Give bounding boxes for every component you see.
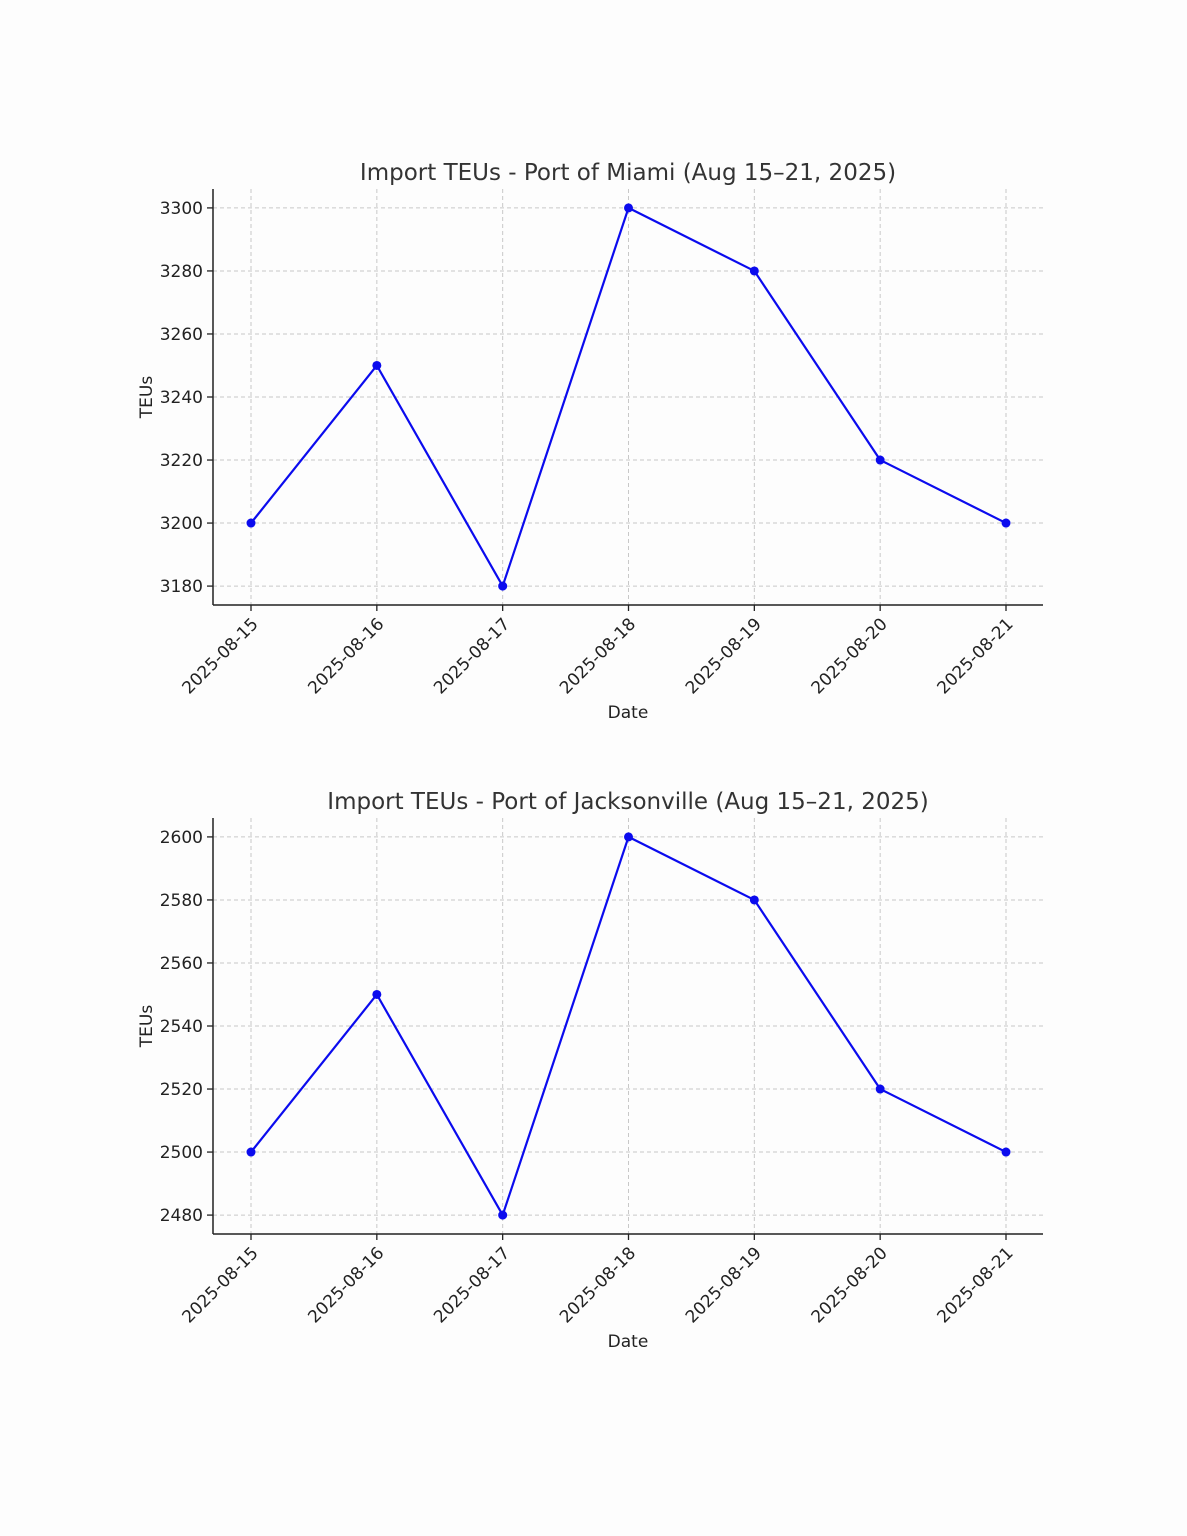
y-tick-label: 2540 xyxy=(160,1017,203,1037)
jacksonville-chart: 2480 2500 2520 2540 2560 2580 2600 2025-08-15 20… xyxy=(137,789,1043,1352)
data-point xyxy=(246,518,256,528)
x-tick-label: 2025-08-15 xyxy=(179,614,263,698)
y-tick-label: 2520 xyxy=(160,1080,203,1100)
y-tick-label: 2480 xyxy=(160,1206,203,1226)
data-point xyxy=(875,455,885,465)
data-point xyxy=(875,1084,885,1094)
x-tick-label: 2025-08-17 xyxy=(430,614,514,698)
x-tick-label: 2025-08-19 xyxy=(682,614,766,698)
y-tick-label: 3300 xyxy=(160,199,203,219)
y-tick-label: 3240 xyxy=(160,388,203,408)
x-tick-label: 2025-08-15 xyxy=(179,1243,263,1327)
data-point xyxy=(624,203,633,213)
y-tick-label: 3180 xyxy=(160,577,203,597)
x-tick-label: 2025-08-20 xyxy=(808,1243,892,1327)
x-tick-label: 2025-08-20 xyxy=(808,614,892,698)
y-axis-label: TEUs xyxy=(137,1005,157,1049)
x-tick-label: 2025-08-16 xyxy=(304,1243,388,1327)
data-point xyxy=(1001,1147,1011,1157)
chart-title: Import TEUs - Port of Jacksonville (Aug … xyxy=(327,789,928,815)
y-tick-label: 2500 xyxy=(160,1143,203,1163)
y-tick-label: 2560 xyxy=(160,954,203,974)
miami-chart: 3180 3200 3220 3240 3260 3280 3300 2025-08-15 20… xyxy=(137,160,1043,723)
y-tick-label: 2600 xyxy=(160,828,203,848)
x-tick-label: 2025-08-18 xyxy=(556,1243,640,1327)
chart-title: Import TEUs - Port of Miami (Aug 15–21, … xyxy=(360,160,896,186)
x-tick-label: 2025-08-18 xyxy=(556,614,640,698)
data-point xyxy=(749,266,759,276)
x-tick-label: 2025-08-16 xyxy=(304,614,388,698)
y-tick-label: 3280 xyxy=(160,262,203,282)
data-point xyxy=(624,832,633,842)
data-point xyxy=(498,581,508,591)
data-point xyxy=(498,1210,508,1220)
y-tick-label: 3200 xyxy=(160,514,203,534)
x-tick-label: 2025-08-21 xyxy=(934,1243,1018,1327)
data-point xyxy=(1001,518,1011,528)
y-tick-label: 3260 xyxy=(160,325,203,345)
x-tick-label: 2025-08-19 xyxy=(682,1243,766,1327)
y-axis-label: TEUs xyxy=(137,376,157,420)
data-point xyxy=(372,989,382,999)
y-tick-label: 2580 xyxy=(160,891,203,911)
x-tick-label: 2025-08-21 xyxy=(934,614,1018,698)
data-point xyxy=(246,1147,256,1157)
data-point xyxy=(749,895,759,905)
x-axis-label: Date xyxy=(608,1332,649,1352)
x-axis-label: Date xyxy=(608,703,649,723)
data-point xyxy=(372,360,382,370)
x-tick-label: 2025-08-17 xyxy=(430,1243,514,1327)
y-tick-label: 3220 xyxy=(160,451,203,471)
